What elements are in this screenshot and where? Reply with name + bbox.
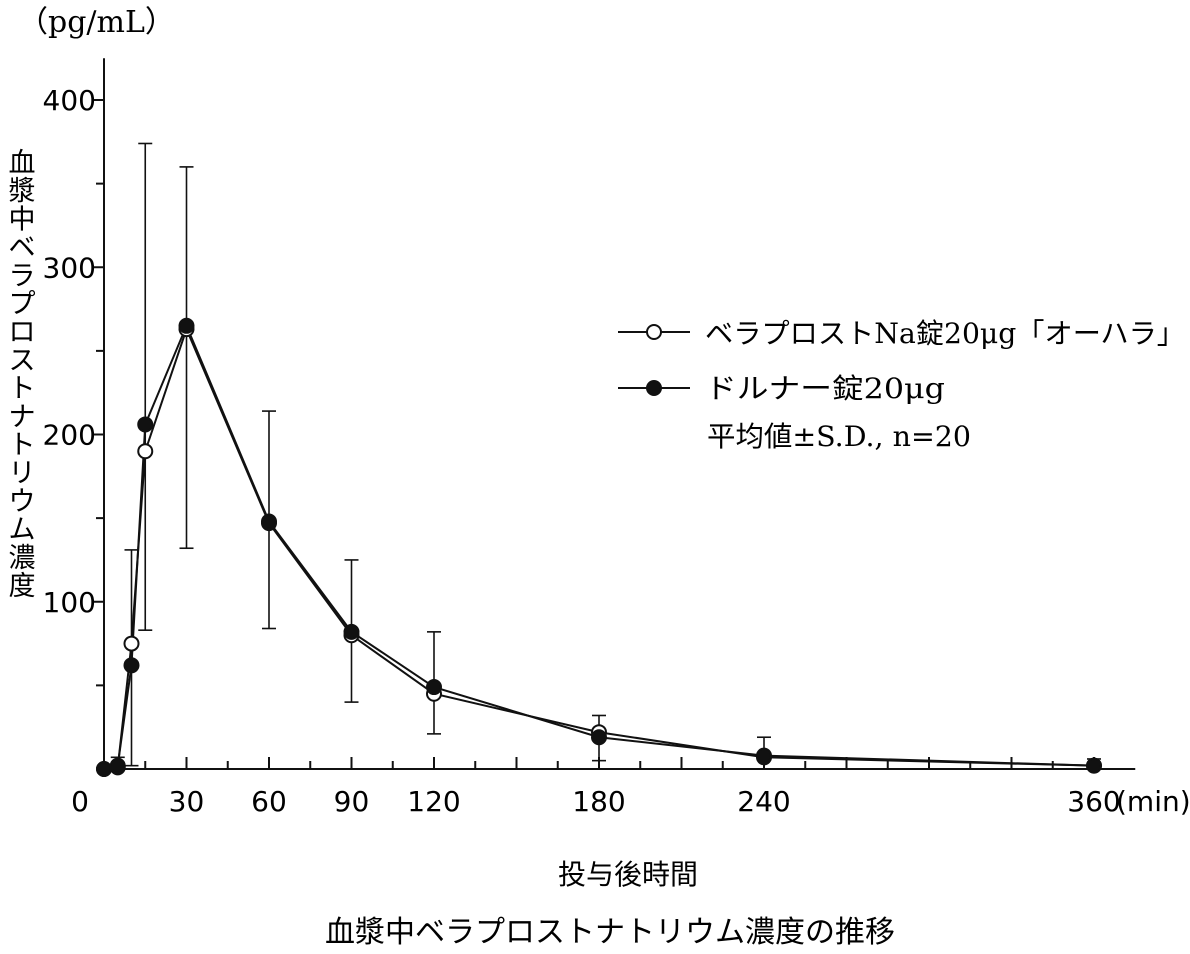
y-axis-title-char: 中: [9, 204, 36, 235]
error-bars: [110, 142, 1101, 770]
series-2-point: [123, 657, 140, 674]
x-tick-label: 60: [251, 785, 287, 818]
y-tick-label: 300: [43, 251, 96, 284]
x-tick-label: 0: [71, 785, 89, 818]
x-tick-label: 90: [334, 785, 370, 818]
y-axis-title-char: リ: [9, 458, 36, 489]
series-2-point: [178, 317, 195, 334]
legend-label-series-2: ドルナー錠20μg: [705, 372, 945, 405]
y-axis-title-char: ム: [9, 515, 36, 546]
series-line-2: [103, 323, 1095, 770]
x-tick-label: 360: [1067, 785, 1120, 818]
y-axis-title-char: 濃: [9, 543, 36, 574]
y-axis-title-char: ウ: [9, 486, 36, 517]
y-axis-title-char: ト: [9, 430, 36, 461]
y-axis-title-char: プ: [9, 289, 36, 320]
series-1-point: [123, 635, 140, 652]
series-2-point: [591, 729, 607, 746]
series-2-point: [343, 623, 360, 640]
legend-note: 平均値±S.D., n=20: [707, 420, 971, 453]
y-tick-label: 400: [43, 84, 96, 117]
series-lines: [103, 323, 1095, 770]
series-2-point: [1086, 757, 1102, 774]
y-axis-title-char: ロ: [9, 317, 36, 348]
x-tick-label: 120: [407, 785, 460, 818]
y-tick-label: 100: [43, 586, 96, 619]
legend-marker-series-1: [646, 324, 662, 340]
y-axis-title-char: ナ: [9, 402, 36, 433]
x-axis-title: 投与後時間: [558, 858, 698, 891]
series-2-point: [137, 416, 154, 433]
y-axis-title-char: 漿: [9, 176, 36, 207]
y-axis-title-char: ベ: [9, 233, 36, 264]
legend-marker-series-2: [646, 380, 662, 396]
series-1-point: [137, 443, 154, 460]
series-line-1: [103, 326, 1095, 770]
x-tick-label: 240: [737, 785, 790, 818]
y-axis-title-char: 度: [9, 571, 36, 602]
x-tick-label: 30: [169, 785, 205, 818]
x-unit-label: (min): [1116, 785, 1190, 818]
y-axis-title-char: ラ: [9, 261, 36, 292]
y-axis-title-char: ト: [9, 374, 36, 405]
series-2-point: [756, 747, 772, 764]
axis-labels: （pg/mL） 投与後時間 血漿中ベラプロストナトリウム濃度の推移: [18, 5, 895, 950]
x-tick-label: 180: [572, 785, 625, 818]
series-2-point: [261, 513, 277, 530]
series-2-point: [426, 679, 442, 696]
y-tick-label: 200: [43, 419, 96, 452]
chart-title: 血漿中ベラプロストナトリウム濃度の推移: [325, 915, 895, 950]
y-unit-label: （pg/mL）: [18, 5, 175, 40]
y-axis-title-char: 血: [9, 148, 36, 179]
legend-label-series-1: ベラプロストNa錠20μg「オーハラ」: [705, 317, 1185, 350]
series-2-point: [109, 757, 126, 774]
y-axis-title-char: ス: [9, 345, 36, 376]
legend: ベラプロストNa錠20μg「オーハラ」 ドルナー錠20μg 平均値±S.D., …: [618, 317, 1185, 453]
series-markers: [96, 317, 1102, 777]
series-2-point: [96, 761, 112, 777]
